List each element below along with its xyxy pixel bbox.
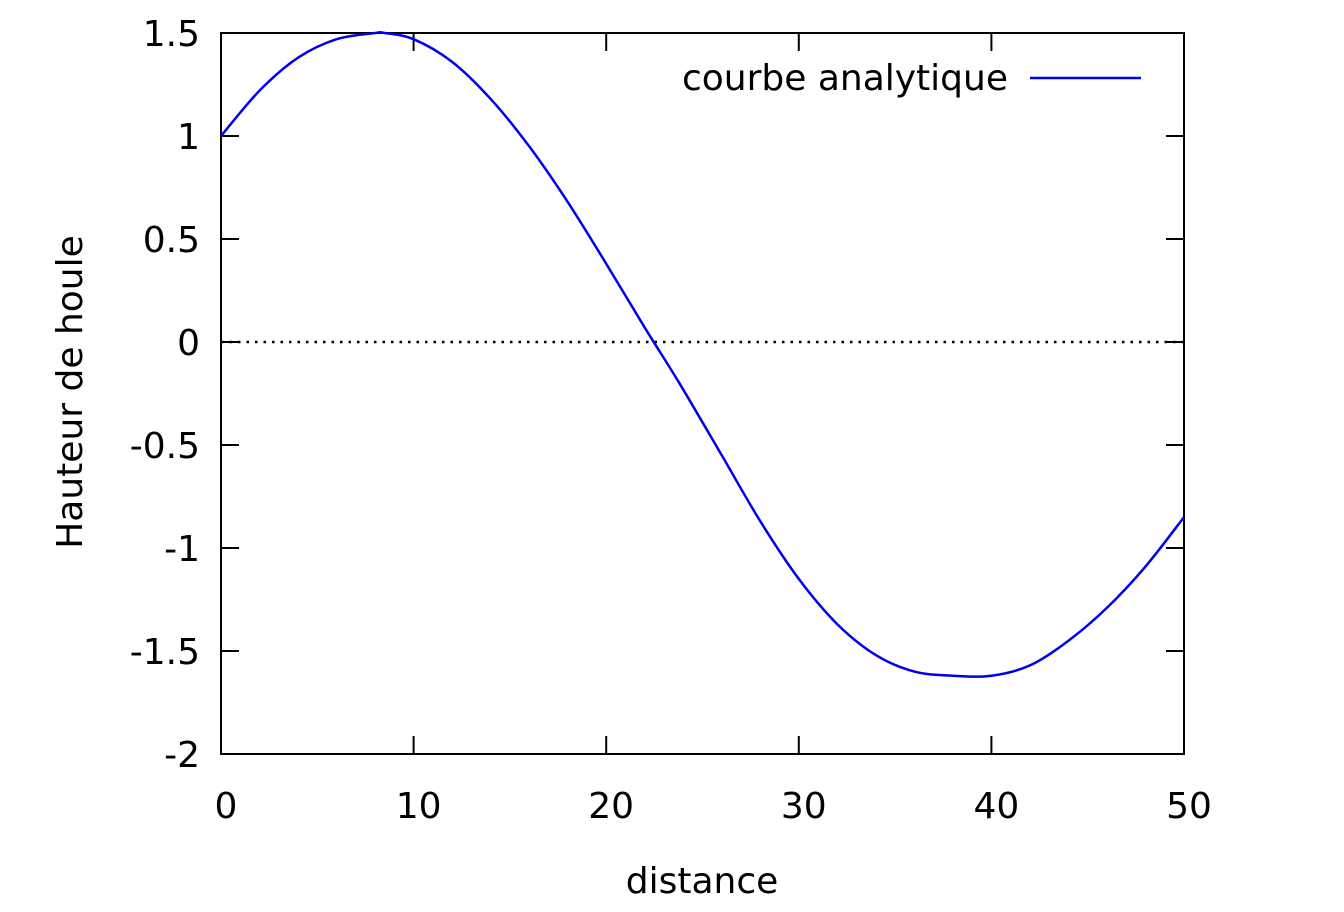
series-lines (220, 30, 1185, 678)
legend: courbe analytique (682, 58, 1141, 99)
y-tick-label: -2 (164, 735, 200, 776)
x-tick-label: 10 (396, 786, 442, 827)
x-axis-label: distance (626, 861, 779, 902)
y-tick-label: -0.5 (130, 426, 200, 467)
plot-frame (220, 32, 1185, 755)
legend-label-0: courbe analytique (682, 58, 1008, 99)
y-tick-label: -1 (164, 529, 200, 570)
y-tick-label: 1.5 (143, 14, 200, 55)
y-tick-label: 0 (177, 323, 200, 364)
x-tick-label: 50 (1166, 786, 1212, 827)
y-tick-label: -1.5 (130, 632, 200, 673)
x-tick-label: 20 (588, 786, 634, 827)
tick-labels: 0 10 20 30 40 50 -2 -1.5 -1 -0.5 0 0.5 1 1.5 (130, 14, 1212, 827)
plot-border (220, 32, 1185, 755)
y-axis-label: Hauteur de houle (50, 235, 91, 549)
x-tick-label: 0 (215, 786, 238, 827)
y-tick-label: 0.5 (143, 220, 200, 261)
series-line-0 (220, 30, 1185, 678)
x-tick-label: 30 (781, 786, 827, 827)
axis-ticks (220, 32, 1185, 755)
x-tick-label: 40 (973, 786, 1019, 827)
y-tick-label: 1 (177, 117, 200, 158)
